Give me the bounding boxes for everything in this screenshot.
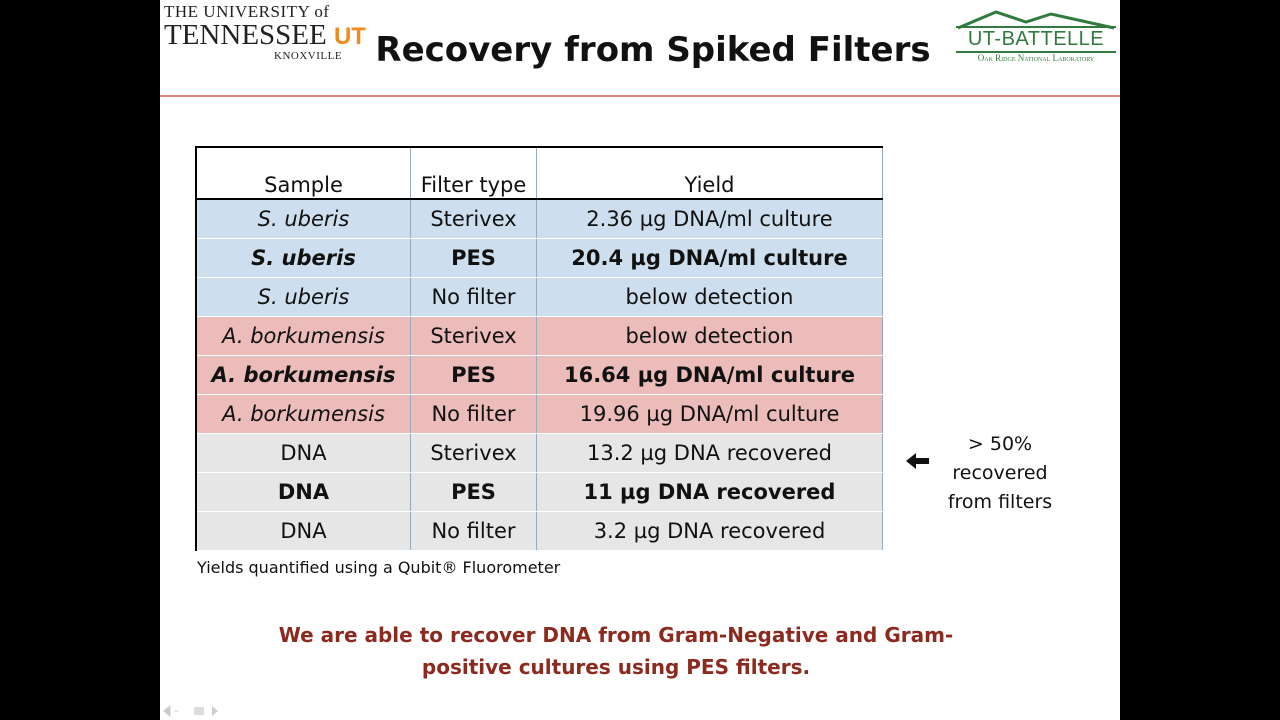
logo-text: Oak Ridge National Laboratory bbox=[977, 53, 1095, 63]
table-cell: below detection bbox=[536, 277, 883, 317]
table-cell: 11 µg DNA recovered bbox=[536, 472, 883, 512]
table-cell: 20.4 µg DNA/ml culture bbox=[536, 238, 883, 278]
table-row: S. uberis Sterivex 2.36 µg DNA/ml culture bbox=[195, 199, 883, 239]
table-cell: Sterivex bbox=[410, 316, 537, 356]
column-header: Sample bbox=[195, 146, 411, 200]
column-header: Filter type bbox=[410, 146, 537, 200]
table-cell: below detection bbox=[536, 316, 883, 356]
table-cell: A. borkumensis bbox=[195, 394, 411, 434]
logo-text: TENNESSEE bbox=[164, 19, 327, 51]
conclusion: We are able to recover DNA from Gram-Neg… bbox=[220, 619, 1012, 683]
logo-text: UT-BATTELLE bbox=[956, 26, 1116, 53]
table-cell: A. borkumensis bbox=[195, 316, 411, 356]
column-header: Yield bbox=[536, 146, 883, 200]
table-row: DNA No filter 3.2 µg DNA recovered bbox=[195, 511, 883, 551]
footnote: Yields quantified using a Qubit® Fluorom… bbox=[197, 558, 561, 577]
table-row: DNA Sterivex 13.2 µg DNA recovered bbox=[195, 433, 883, 473]
table-cell: 19.96 µg DNA/ml culture bbox=[536, 394, 883, 434]
table-row: S. uberis PES 20.4 µg DNA/ml culture bbox=[195, 238, 883, 278]
table-cell: PES bbox=[410, 472, 537, 512]
table-cell: Sterivex bbox=[410, 433, 537, 473]
side-note: > 50% recovered from filters bbox=[930, 430, 1070, 517]
table-cell: DNA bbox=[195, 472, 411, 512]
table-cell: PES bbox=[410, 355, 537, 395]
note-line: from filters bbox=[947, 491, 1053, 513]
table-cell: 16.64 µg DNA/ml culture bbox=[536, 355, 883, 395]
logo-text: TENNESSEE UT bbox=[164, 19, 366, 51]
table-cell: No filter bbox=[410, 277, 537, 317]
table-cell: A. borkumensis bbox=[195, 355, 411, 395]
table-cell: No filter bbox=[410, 511, 537, 551]
logo-mark: UT bbox=[333, 23, 366, 50]
slide-title: Recovery from Spiked Filters bbox=[375, 30, 931, 70]
arrow-icon bbox=[906, 453, 929, 469]
note-line: recovered bbox=[952, 462, 1048, 484]
logo-mountains bbox=[957, 10, 1115, 30]
table-cell: Sterivex bbox=[410, 199, 537, 239]
table-row: A. borkumensis PES 16.64 µg DNA/ml culture bbox=[195, 355, 883, 395]
conclusion-line: We are able to recover DNA from Gram-Neg… bbox=[278, 623, 954, 647]
table-row: A. borkumensis Sterivex below detection bbox=[195, 316, 883, 356]
table-cell: 3.2 µg DNA recovered bbox=[536, 511, 883, 551]
logo-text: KNOXVILLE bbox=[274, 50, 343, 62]
table-cell: S. uberis bbox=[195, 277, 411, 317]
results-table: Sample Filter type Yield S. uberis Steriv… bbox=[195, 146, 883, 551]
table-cell: S. uberis bbox=[195, 238, 411, 278]
table-cell: DNA bbox=[195, 511, 411, 551]
table-row: S. uberis No filter below detection bbox=[195, 277, 883, 317]
table-row: DNA PES 11 µg DNA recovered bbox=[195, 472, 883, 512]
table-cell: No filter bbox=[410, 394, 537, 434]
note-line: > 50% bbox=[967, 433, 1033, 455]
table-cell: DNA bbox=[195, 433, 411, 473]
table-cell: 2.36 µg DNA/ml culture bbox=[536, 199, 883, 239]
conclusion-line: positive cultures using PES filters. bbox=[421, 655, 811, 679]
logo-text: THE UNIVERSITY of bbox=[164, 2, 330, 21]
header-row: Sample Filter type Yield bbox=[195, 146, 883, 200]
table-cell: 13.2 µg DNA recovered bbox=[536, 433, 883, 473]
slide-nav[interactable] bbox=[162, 704, 226, 718]
lab-logo: UT-BATTELLE Oak Ridge National Laborator… bbox=[956, 8, 1116, 63]
header-rule bbox=[160, 95, 1120, 97]
university-logo: THE UNIVERSITY of TENNESSEE UT KNOXVILLE bbox=[164, 2, 366, 62]
table-row: A. borkumensis No filter 19.96 µg DNA/ml c… bbox=[195, 394, 883, 434]
table-cell: PES bbox=[410, 238, 537, 278]
table-cell: S. uberis bbox=[195, 199, 411, 239]
slide: THE UNIVERSITY of TENNESSEE UT KNOXVILLE… bbox=[160, 0, 1120, 720]
